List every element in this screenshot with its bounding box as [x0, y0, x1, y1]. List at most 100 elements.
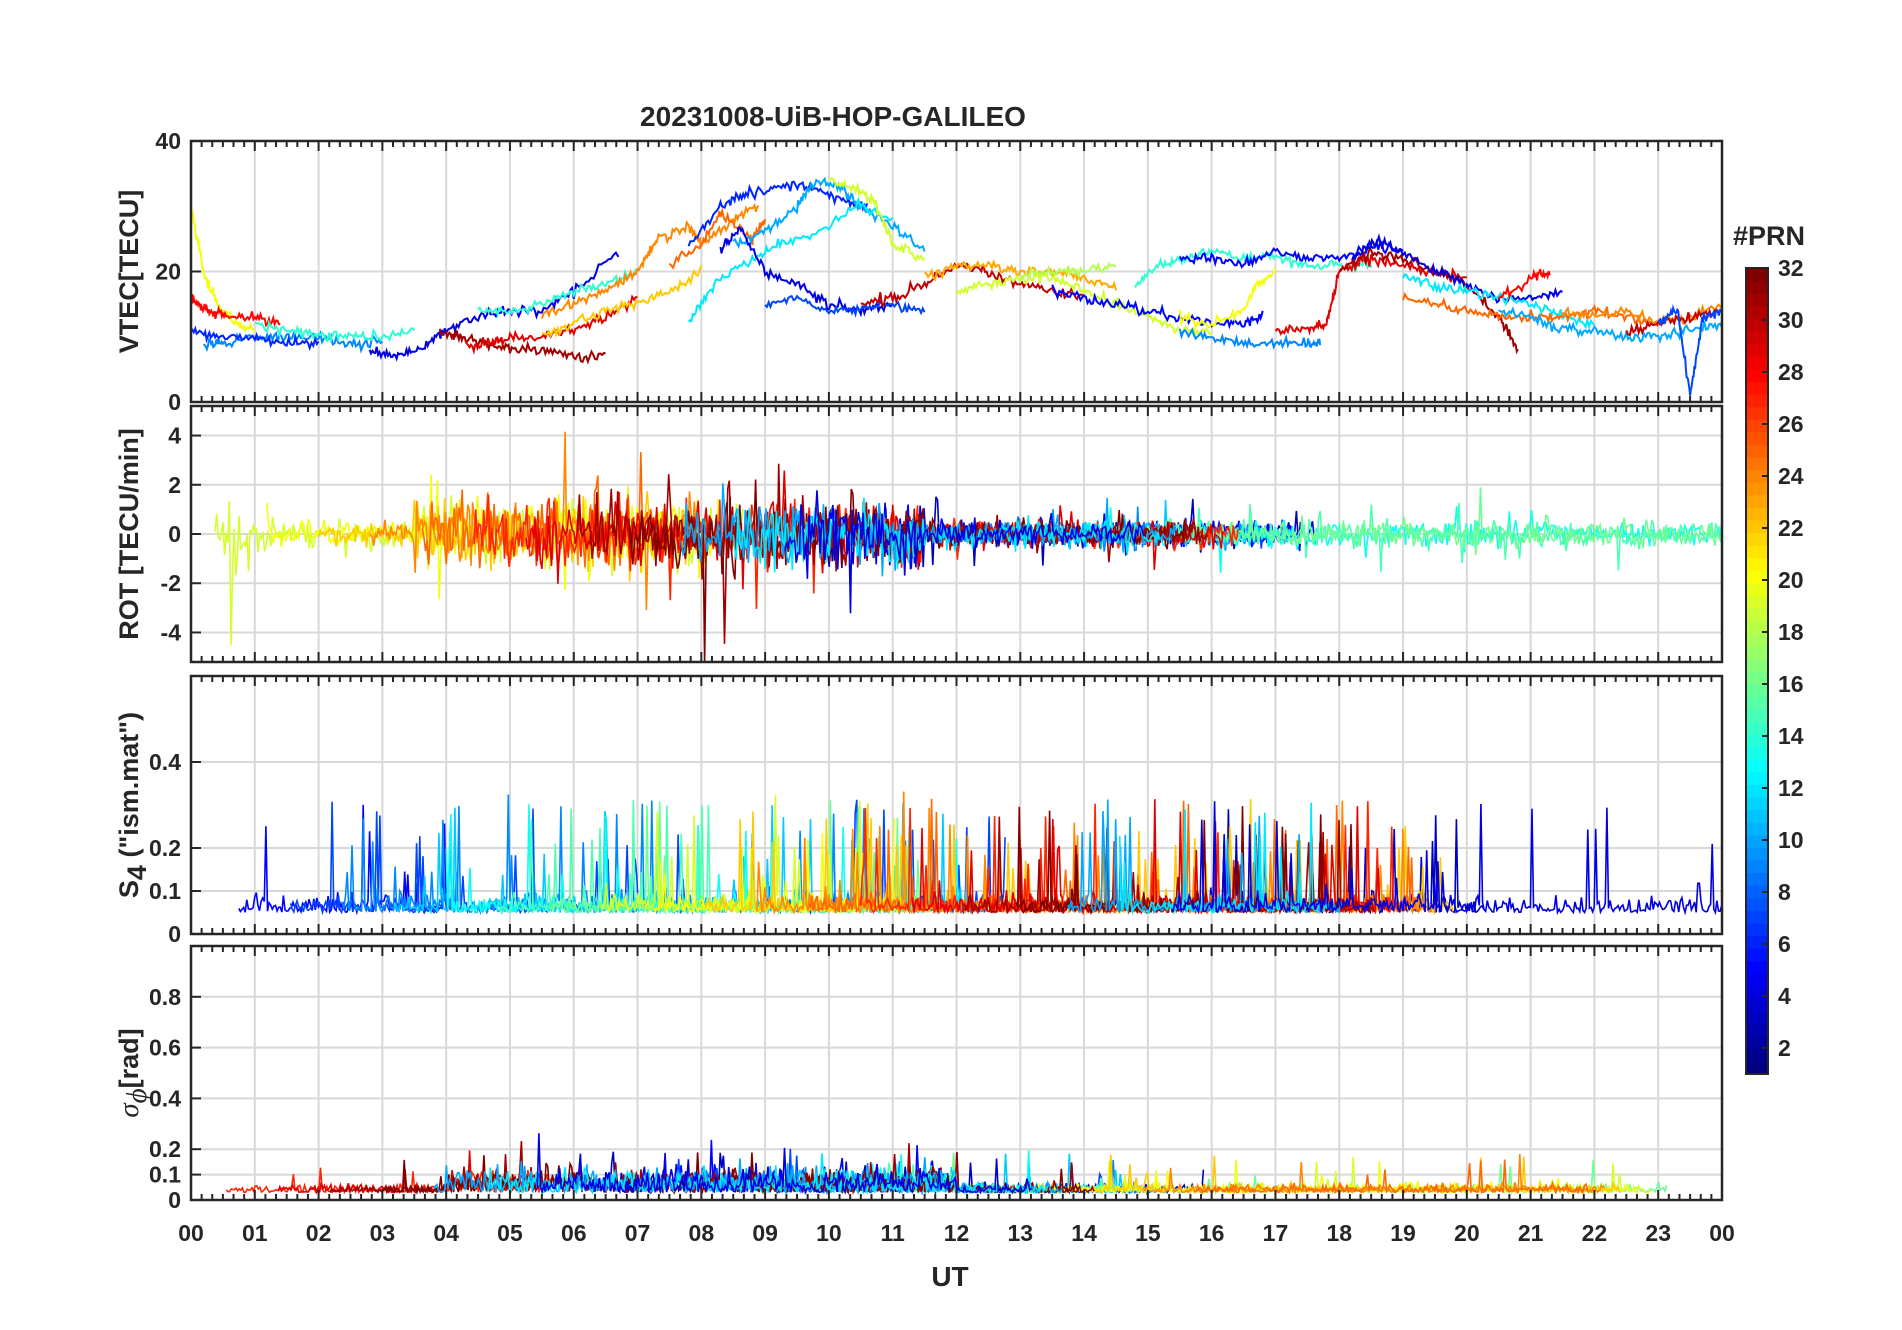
- x-tick-label: 03: [370, 1220, 396, 1246]
- y-tick-label: 0.8: [149, 984, 181, 1010]
- series-group: [191, 176, 1722, 396]
- y-tick-label: 0: [168, 521, 181, 547]
- y-tick-label: 0: [168, 389, 181, 415]
- x-tick-label: 09: [752, 1220, 778, 1246]
- vtec-series-prn29: [464, 294, 638, 356]
- panel-rot: -4 -2 0 2 4 ROT [TECU/min]: [114, 404, 1724, 664]
- colorbar-tick-label: 10: [1778, 827, 1804, 853]
- colorbar-segment: [1746, 280, 1768, 294]
- vtec-series-prn19: [955, 268, 1213, 338]
- vtec-series-prn9: [202, 329, 383, 354]
- colorbar-segment: [1746, 859, 1768, 874]
- colorbar-tick-label: 30: [1778, 307, 1804, 333]
- sigma-series-prn4: [536, 1133, 1033, 1196]
- colorbar-segment: [1746, 406, 1768, 420]
- vtec-series-prn4: [1351, 233, 1563, 304]
- colorbar-segment: [1746, 419, 1768, 433]
- axes-box: [189, 944, 1724, 1202]
- chart-title: 20231008-UiB-HOP-GALILEO: [640, 101, 1026, 132]
- colorbar-segment: [1746, 268, 1768, 282]
- colorbar-segment: [1746, 532, 1768, 546]
- colorbar-segment: [1746, 507, 1768, 521]
- colorbar-segment: [1746, 948, 1768, 962]
- colorbar-tick-label: 4: [1778, 983, 1791, 1009]
- colorbar-segment: [1746, 633, 1768, 647]
- colorbar-tick-label: 24: [1778, 463, 1804, 489]
- vtec-series-prn10: [1498, 306, 1722, 345]
- y-axis-label-s4: S4 ("ism.mat"): [114, 712, 152, 898]
- axes-box: [189, 139, 1724, 404]
- colorbar-segment: [1746, 608, 1768, 622]
- x-tick-label: 08: [689, 1220, 715, 1246]
- x-tick-label: 04: [433, 1220, 459, 1246]
- vtec-series-prn4: [719, 226, 894, 318]
- series-group: [214, 431, 1722, 662]
- vtec-series-prn31: [438, 328, 606, 365]
- axes-box: [189, 674, 1724, 936]
- vtec-series-prn30: [860, 262, 1085, 307]
- x-tick-label: 07: [625, 1220, 651, 1246]
- x-tick-label: 12: [944, 1220, 970, 1246]
- colorbar-segment: [1746, 444, 1768, 458]
- panel-s4: 0 0.1 0.2 0.4S4 ("ism.mat"): [114, 674, 1724, 947]
- vtec-series-prn30: [1625, 307, 1722, 337]
- vtec-series-prn25: [1402, 291, 1660, 328]
- colorbar-tick-label: 26: [1778, 411, 1804, 437]
- x-tick-label: 01: [242, 1220, 268, 1246]
- vtec-series-prn9: [1178, 327, 1322, 350]
- vtec-series-prn10: [732, 176, 926, 252]
- vtec-series-prn7: [1657, 304, 1722, 396]
- colorbar-segment: [1746, 318, 1768, 332]
- y-tick-label: 4: [168, 423, 181, 449]
- colorbar-segment: [1746, 885, 1768, 899]
- y-axis-label-vtec: VTEC[TECU]: [114, 190, 144, 354]
- vtec-series-prn12: [1402, 273, 1595, 331]
- colorbar-segment: [1746, 998, 1768, 1012]
- colorbar-tick-label: 20: [1778, 567, 1804, 593]
- vtec-series-prn24: [1561, 303, 1722, 326]
- vtec-series-prn19: [828, 176, 926, 263]
- y-axis-label-sigma: σϕ[rad]: [113, 1028, 153, 1117]
- colorbar-segment: [1746, 985, 1768, 1000]
- colorbar-tick-label: 12: [1778, 775, 1804, 801]
- colorbar-segment: [1746, 973, 1768, 987]
- y-tick-label: 0: [168, 921, 181, 947]
- colorbar-segment: [1746, 809, 1768, 823]
- colorbar-segment: [1746, 733, 1768, 748]
- colorbar-segment: [1746, 456, 1768, 471]
- y-tick-label: -4: [161, 619, 182, 645]
- vtec-series-prn22: [541, 264, 703, 339]
- y-tick-label: 0.2: [149, 1136, 181, 1162]
- vtec-series-prn14: [1134, 247, 1373, 288]
- colorbar-segment: [1746, 393, 1768, 408]
- vtec-series-prn14: [477, 268, 638, 319]
- colorbar-tick-label: 2: [1778, 1035, 1791, 1061]
- colorbar-segment: [1746, 746, 1768, 760]
- vtec-series-prn20: [191, 202, 256, 333]
- colorbar-segment: [1746, 431, 1768, 445]
- colorbar-segment: [1746, 759, 1768, 773]
- y-tick-label: 0.6: [149, 1035, 181, 1061]
- colorbar-segment: [1746, 545, 1768, 559]
- x-tick-label: 17: [1263, 1220, 1289, 1246]
- x-tick-label: 06: [561, 1220, 587, 1246]
- vtec-series-prn28: [1497, 268, 1551, 300]
- x-tick-label: 00: [1709, 1220, 1735, 1246]
- colorbar-segment: [1746, 482, 1768, 496]
- sigma-series-prn25: [1194, 1159, 1589, 1195]
- y-tick-label: -2: [161, 570, 181, 596]
- colorbar-segment: [1746, 696, 1768, 710]
- colorbar-segment: [1746, 519, 1768, 534]
- series-group: [225, 1133, 1668, 1196]
- colorbar-segment: [1746, 368, 1768, 382]
- vtec-series-prn6: [687, 180, 869, 247]
- colorbar-tick-label: 16: [1778, 671, 1804, 697]
- colorbar-segment: [1746, 771, 1768, 785]
- x-tick-label: 18: [1326, 1220, 1352, 1246]
- colorbar-tick-label: 28: [1778, 359, 1804, 385]
- vtec-series-prn12: [687, 196, 894, 324]
- colorbar-segment: [1746, 708, 1768, 722]
- vtec-series-prn24: [540, 202, 760, 319]
- colorbar-segment: [1746, 620, 1768, 634]
